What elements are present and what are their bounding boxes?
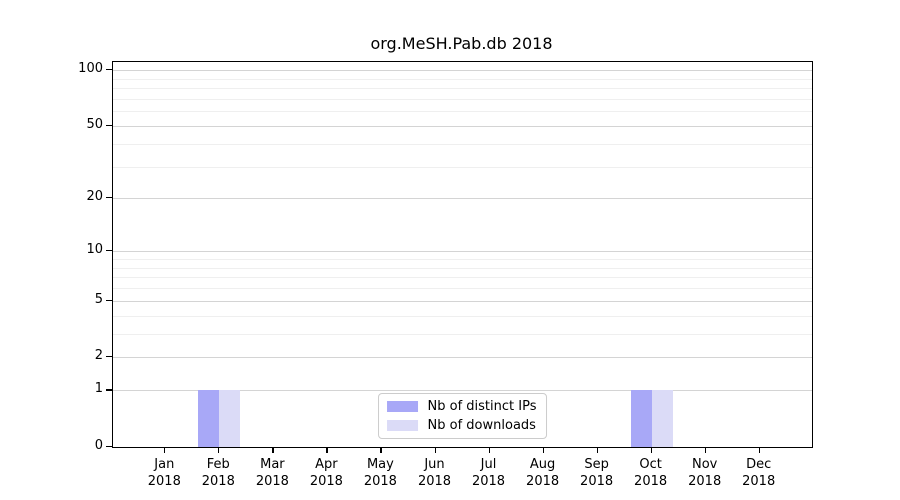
x-axis-month-text: Feb <box>206 457 230 472</box>
x-axis-tick-label: Feb 2018 <box>183 456 253 490</box>
y-axis-tick <box>106 356 112 358</box>
y-axis-tick-label: 0 <box>94 438 103 453</box>
minor-gridline <box>113 143 812 145</box>
x-axis-month-text: Dec <box>746 457 772 472</box>
x-axis-tick-label: Mar 2018 <box>237 456 307 490</box>
y-axis-tick-label: 50 <box>86 116 103 132</box>
x-axis-tick-label: May 2018 <box>345 456 415 490</box>
x-axis-month-text: Apr <box>315 457 338 472</box>
x-axis-year-text: 2018 <box>634 474 668 489</box>
x-axis-tick <box>380 447 382 453</box>
x-axis-tick <box>326 447 328 453</box>
y-axis-tick-label: 5 <box>94 291 103 307</box>
major-gridline <box>113 125 812 127</box>
bar-nb-of-distinct-ips-feb <box>198 390 220 447</box>
bar-nb-of-downloads-oct <box>651 390 673 447</box>
x-axis-month-text: May <box>366 457 394 472</box>
major-gridline <box>113 390 812 392</box>
major-gridline <box>113 357 812 359</box>
y-axis-tick <box>106 389 112 391</box>
x-axis-month-text: Nov <box>692 457 718 472</box>
x-axis-tick-label: Oct 2018 <box>616 456 686 490</box>
legend-label: Nb of downloads <box>427 418 536 433</box>
y-axis-tick <box>106 446 112 448</box>
legend-item: Nb of downloads <box>386 418 537 433</box>
x-axis-month-text: Aug <box>529 457 556 472</box>
x-axis-tick-label: Jan 2018 <box>129 456 199 490</box>
legend: Nb of distinct IPs Nb of downloads <box>377 393 548 439</box>
y-axis-tick <box>106 197 112 199</box>
y-axis-tick <box>106 124 112 126</box>
y-axis-tick <box>106 299 112 301</box>
y-axis-tick-label: 20 <box>86 189 103 205</box>
major-gridline <box>113 251 812 253</box>
x-axis-tick-label: Apr 2018 <box>291 456 361 490</box>
x-axis-year-text: 2018 <box>471 474 506 489</box>
minor-gridline <box>113 277 812 279</box>
x-axis-tick-label: Sep 2018 <box>562 456 632 490</box>
x-axis-tick <box>218 447 220 453</box>
x-axis-month-text: Mar <box>260 457 285 472</box>
x-axis-year-text: 2018 <box>147 474 181 489</box>
minor-gridline <box>113 78 812 80</box>
x-axis-tick <box>650 447 652 453</box>
legend-swatch <box>386 401 418 412</box>
bar-nb-of-distinct-ips-oct <box>630 390 652 447</box>
x-axis-year-text: 2018 <box>309 474 343 489</box>
x-axis-year-text: 2018 <box>742 474 776 489</box>
x-axis-tick <box>272 447 274 453</box>
x-axis-tick <box>704 447 706 453</box>
minor-gridline <box>113 315 812 317</box>
x-axis-year-text: 2018 <box>688 474 722 489</box>
minor-gridline <box>113 88 812 89</box>
x-axis-tick <box>164 447 166 453</box>
x-axis-year-text: 2018 <box>526 474 560 489</box>
x-axis-year-text: 2018 <box>255 474 289 489</box>
legend-swatch <box>386 420 418 431</box>
y-axis-tick <box>106 69 112 71</box>
x-axis-tick <box>542 447 544 453</box>
legend-label: Nb of distinct IPs <box>427 399 537 414</box>
x-axis-month-text: Oct <box>639 457 662 472</box>
minor-gridline <box>113 98 812 100</box>
x-axis-tick-label: Jul 2018 <box>454 456 524 490</box>
bar-nb-of-downloads-feb <box>219 390 241 447</box>
x-axis-tick-label: Aug 2018 <box>508 456 578 490</box>
legend-item: Nb of distinct IPs <box>386 399 537 414</box>
minor-gridline <box>113 288 812 289</box>
minor-gridline <box>113 166 812 168</box>
minor-gridline <box>113 267 812 269</box>
x-axis-year-text: 2018 <box>201 474 235 489</box>
x-axis-month-text: Jul <box>480 457 497 472</box>
y-axis-tick-label: 100 <box>78 61 103 76</box>
x-axis-tick-label: Nov 2018 <box>670 456 740 490</box>
x-axis-month-text: Sep <box>584 457 609 472</box>
x-axis-tick-label: Dec 2018 <box>724 456 794 490</box>
y-axis-tick <box>106 250 112 252</box>
major-gridline <box>113 198 812 200</box>
x-axis-month-text: Jan <box>154 457 175 472</box>
x-axis-tick <box>488 447 490 453</box>
x-axis-tick <box>758 447 760 453</box>
x-axis-tick-label: Jun 2018 <box>400 456 470 490</box>
y-axis-tick-label: 2 <box>94 348 103 364</box>
y-axis-tick-label: 10 <box>86 242 103 258</box>
x-axis-month-text: Jun <box>424 457 445 472</box>
x-axis-year-text: 2018 <box>417 474 452 489</box>
x-axis-tick <box>434 447 436 453</box>
major-gridline <box>113 300 812 302</box>
x-axis-tick <box>596 447 598 453</box>
minor-gridline <box>113 111 812 113</box>
chart-title: org.MeSH.Pab.db 2018 <box>370 34 553 53</box>
minor-gridline <box>113 333 812 335</box>
x-axis-year-text: 2018 <box>363 474 397 489</box>
plot-area: Nb of distinct IPs Nb of downloads <box>112 61 813 448</box>
major-gridline <box>113 70 812 71</box>
x-axis-year-text: 2018 <box>580 474 614 489</box>
y-axis-tick-label: 1 <box>94 381 103 397</box>
minor-gridline <box>113 258 812 260</box>
